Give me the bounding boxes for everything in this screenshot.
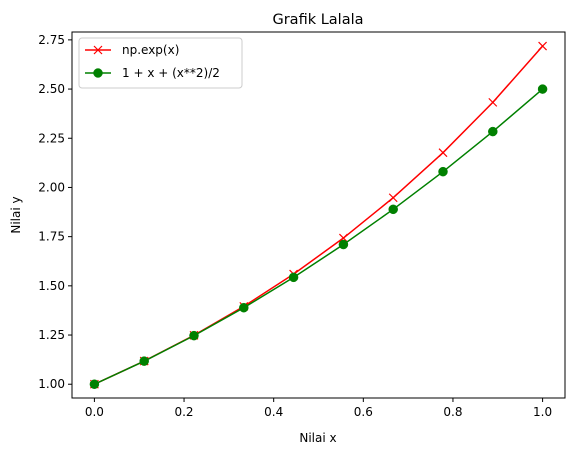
y-axis: 1.00 1.25 1.50 1.75 2.00 2.25 2.50 2.75 bbox=[38, 33, 72, 391]
y-axis-label: Nilai y bbox=[9, 196, 23, 233]
legend-marker bbox=[94, 69, 103, 78]
series-line bbox=[94, 46, 542, 384]
x-tick-label: 0.6 bbox=[354, 405, 373, 419]
x-tick-label: 0.4 bbox=[264, 405, 283, 419]
series-layer bbox=[90, 42, 547, 389]
y-tick-label: 1.25 bbox=[38, 328, 65, 342]
series-0 bbox=[90, 42, 546, 388]
data-point bbox=[239, 303, 248, 312]
y-tick-label: 2.50 bbox=[38, 82, 65, 96]
x-axis-label: Nilai x bbox=[299, 431, 336, 445]
data-point bbox=[90, 380, 99, 389]
x-axis: 0.0 0.2 0.4 0.6 0.8 1.0 bbox=[85, 398, 552, 419]
data-point bbox=[538, 85, 547, 94]
data-point bbox=[439, 149, 447, 157]
y-tick-label: 2.25 bbox=[38, 131, 65, 145]
data-point bbox=[389, 194, 397, 202]
data-point bbox=[189, 331, 198, 340]
series-line bbox=[94, 89, 542, 384]
legend: np.exp(x) 1 + x + (x**2)/2 bbox=[79, 38, 242, 88]
data-point bbox=[488, 127, 497, 136]
data-point bbox=[389, 205, 398, 214]
y-tick-label: 2.75 bbox=[38, 33, 65, 47]
data-point bbox=[439, 167, 448, 176]
data-point bbox=[489, 98, 497, 106]
legend-label: np.exp(x) bbox=[122, 43, 179, 57]
y-tick-label: 2.00 bbox=[38, 180, 65, 194]
x-tick-label: 0.0 bbox=[85, 405, 104, 419]
x-tick-label: 0.8 bbox=[443, 405, 462, 419]
data-point bbox=[539, 42, 547, 50]
y-tick-label: 1.75 bbox=[38, 230, 65, 244]
x-tick-label: 0.2 bbox=[174, 405, 193, 419]
x-tick-label: 1.0 bbox=[533, 405, 552, 419]
data-point bbox=[289, 273, 298, 282]
data-point bbox=[339, 240, 348, 249]
y-tick-label: 1.50 bbox=[38, 279, 65, 293]
series-1 bbox=[90, 85, 547, 389]
chart-title: Grafik Lalala bbox=[272, 12, 363, 28]
y-tick-label: 1.00 bbox=[38, 377, 65, 391]
legend-label: 1 + x + (x**2)/2 bbox=[122, 66, 220, 80]
data-point bbox=[140, 357, 149, 366]
